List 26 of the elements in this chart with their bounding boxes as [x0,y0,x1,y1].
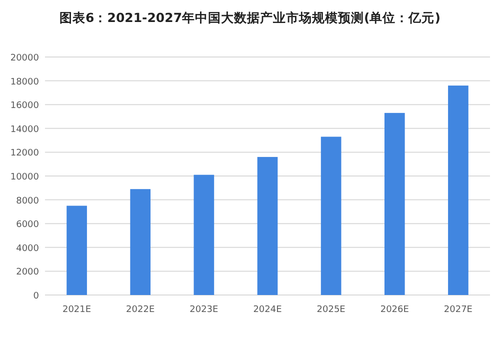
y-tick-label: 12000 [10,148,40,159]
bar [66,206,87,295]
y-tick-label: 8000 [16,196,40,206]
x-tick-label: 2024E [253,305,282,315]
bar [320,136,342,295]
x-tick-label: 2027E [444,305,473,315]
y-tick-label: 16000 [10,101,40,112]
x-tick-label: 2025E [316,305,346,315]
y-tick-label: 18000 [10,77,40,88]
x-tick-label: 2026E [380,305,410,315]
y-tick-label: 0 [33,292,40,302]
bar [130,189,151,295]
y-tick-label: 20000 [10,54,40,64]
y-tick-label: 14000 [10,124,40,135]
y-tick-label: 4000 [16,244,40,254]
x-tick-label: 2023E [190,305,219,315]
x-tick-label: 2022E [126,305,155,315]
y-tick-label: 10000 [10,172,40,182]
y-tick-label: 2000 [16,268,40,278]
bar [448,86,468,295]
x-tick-label: 2021E [62,305,92,315]
chart-title: 图表6：2021-2027年中国大数据产业市场规模预测(单位：亿元) [60,10,440,25]
bar [257,156,278,295]
bar [194,174,214,295]
bar [384,112,405,295]
y-tick-label: 6000 [16,220,40,230]
